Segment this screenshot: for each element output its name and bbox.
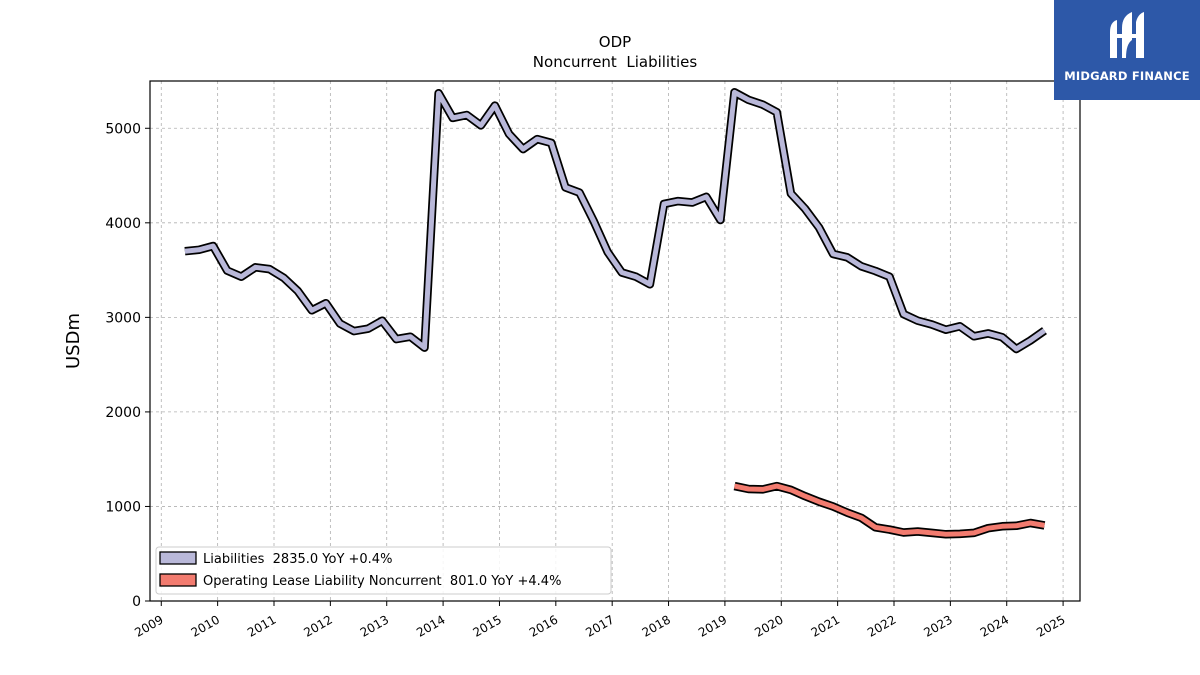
logo-text: MIDGARD FINANCE: [1064, 69, 1190, 83]
chart-subtitle: Noncurrent Liabilities: [533, 53, 698, 71]
y-tick-label: 3000: [105, 310, 141, 326]
chart-title: ODP: [599, 33, 631, 51]
legend-swatch-operating-lease: [159, 573, 197, 587]
x-tick-label: 2017: [583, 612, 616, 639]
grid: [150, 81, 1080, 602]
series-line-liabilities: [184, 89, 1046, 352]
x-tick-label: 2020: [752, 612, 785, 639]
y-tick-label: 0: [132, 594, 141, 610]
x-tick-label: 2025: [1034, 612, 1067, 639]
legend: Liabilities 2835.0 YoY +0.4% Operating L…: [155, 546, 612, 595]
legend-label-liabilities: Liabilities 2835.0 YoY +0.4%: [203, 552, 392, 567]
x-tick-label: 2016: [527, 612, 560, 639]
plot-frame: [149, 80, 1081, 602]
x-tick-label: 2015: [471, 612, 504, 639]
x-tick-label: 2010: [189, 612, 222, 639]
x-tick-label: 2014: [414, 612, 447, 639]
legend-swatch-liabilities: [159, 551, 197, 565]
x-tick-label: 2012: [301, 612, 334, 639]
x-tick-label: 2018: [640, 612, 673, 639]
midgard-finance-logo: MIDGARD FINANCE: [1054, 0, 1200, 100]
legend-label-operating-lease: Operating Lease Liability Noncurrent 801…: [203, 574, 561, 589]
legend-box: [155, 546, 612, 595]
logo-mark-icon: [1110, 12, 1144, 58]
x-tick-label: 2023: [921, 612, 954, 639]
y-axis-label: USDm: [63, 313, 84, 369]
x-tick-label: 2009: [132, 612, 165, 639]
y-tick-label: 2000: [105, 405, 141, 421]
y-tick-label: 4000: [105, 216, 141, 232]
x-tick-label: 2024: [978, 612, 1011, 639]
series-layer: [184, 88, 1047, 539]
x-tick-label: 2022: [865, 612, 898, 639]
series-line-operating-lease: [733, 483, 1045, 537]
x-tick-label: 2021: [809, 612, 842, 639]
x-tick-label: 2011: [245, 612, 278, 639]
x-tick-label: 2019: [696, 612, 729, 639]
y-tick-label: 5000: [105, 121, 141, 137]
x-tick-label: 2013: [358, 612, 391, 639]
y-tick-label: 1000: [105, 499, 141, 515]
